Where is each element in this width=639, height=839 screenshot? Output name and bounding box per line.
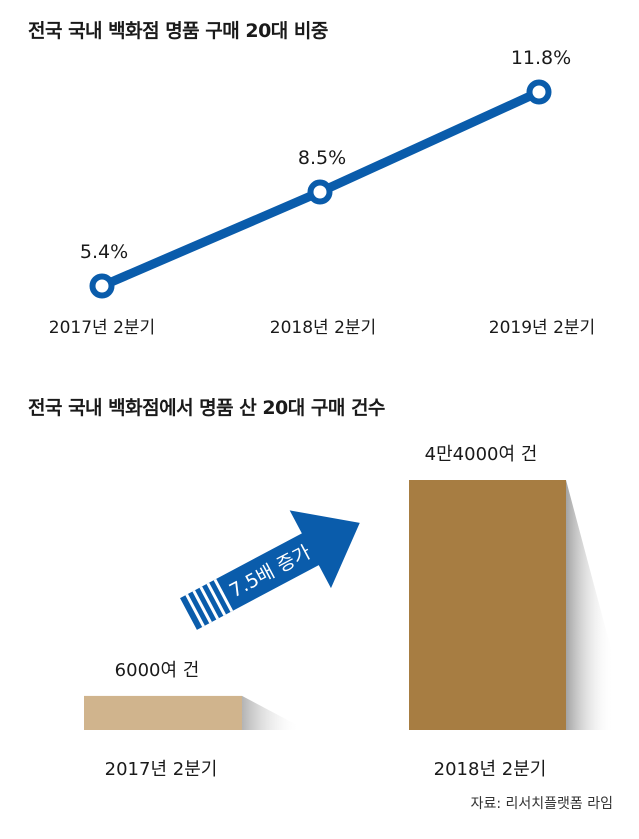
x-tick-label: 2018년 2분기 [270, 318, 376, 338]
bar-shadow [242, 695, 300, 730]
data-point [89, 273, 115, 299]
bar [84, 695, 242, 730]
data-point [307, 179, 333, 205]
x-tick-label: 2017년 2분기 [49, 318, 155, 338]
bar-chart-title: 전국 국내 백화점에서 명품 산 20대 구매 건수 [28, 397, 385, 419]
bar-chart: 6000여 건 2017년 2분기 4만4000여 건 2018년 2분기 [84, 444, 614, 780]
line-chart: 5.4% 2017년 2분기 8.5% 2018년 2분기 11.8% 2019년 2분기 [49, 47, 595, 338]
arrow-stripes [185, 578, 234, 628]
x-tick-label: 2017년 2분기 [105, 759, 218, 780]
bar [409, 480, 566, 730]
bar-shadow [566, 480, 614, 730]
source-note: 자료: 리서치플랫폼 라임 [470, 796, 613, 812]
x-tick-label: 2018년 2분기 [434, 759, 547, 780]
data-label: 8.5% [298, 147, 346, 169]
data-label: 11.8% [511, 47, 571, 69]
data-point [526, 79, 552, 105]
increase-arrow: 7.5배 증가 [180, 510, 360, 630]
line-chart-title: 전국 국내 백화점 명품 구매 20대 비중 [28, 20, 328, 42]
x-tick-label: 2019년 2분기 [489, 318, 595, 338]
data-label: 5.4% [80, 241, 128, 263]
bar-value-label: 4만4000여 건 [425, 444, 538, 465]
bar-value-label: 6000여 건 [115, 660, 200, 681]
